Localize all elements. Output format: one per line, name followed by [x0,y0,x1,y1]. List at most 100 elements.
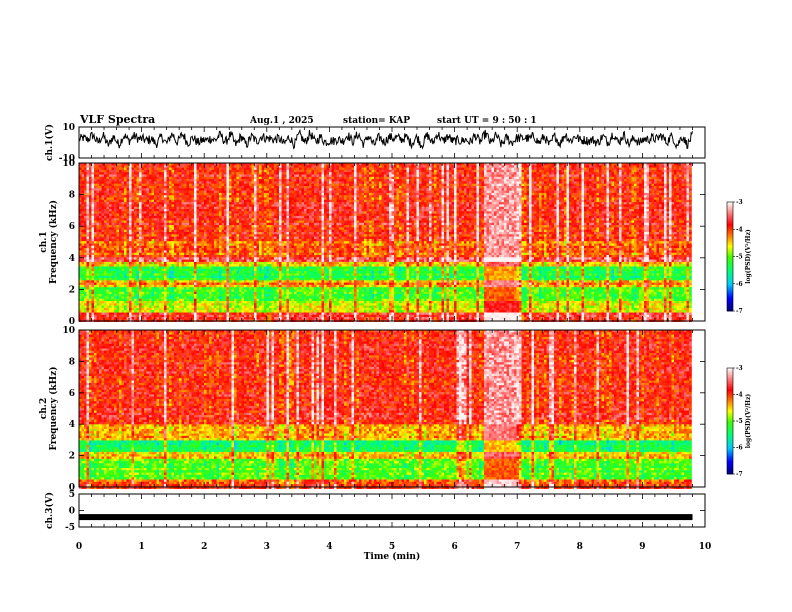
ch1-spectrogram-cell [149,174,152,178]
ch1-spectrogram-cell [464,190,467,194]
ch1-spectrogram-cell [121,174,127,178]
ch1-spectrogram-cell [471,172,475,175]
ch1-spectrogram-cell [679,179,682,182]
ch1-spectrogram-cell [136,181,140,184]
ch1-spectrogram-cell [126,188,130,191]
ch1-spectrogram-cell [591,188,595,191]
ch1-spectrogram-cell [451,197,455,201]
ch1-spectrogram-cell [659,195,662,198]
ch1-spectrogram-cell [531,192,535,196]
ch1-spectrogram-cell [109,188,112,191]
ch1-spectrogram-cell [226,186,230,189]
ch1-spectrogram-cell [549,181,552,184]
ch1-spectrogram-cell [204,190,207,194]
ch1-spectrogram-cell [314,195,317,198]
ch1-spectrogram-cell [241,169,245,173]
ch1-spectrogram-cell [129,186,132,189]
ch1-spectrogram-cell [281,179,285,182]
ch1-spectrogram-cell [534,199,537,203]
ch1-spectrogram-cell [106,192,110,196]
ch1-spectrogram-cell [246,199,250,203]
ch1-spectrogram-cell [414,179,417,182]
ch1-spectrogram-cell [279,167,282,171]
ch1-spectrogram-cell [529,181,532,184]
ch1-spectrogram-cell [446,179,450,182]
ch1-spectrogram-cell [686,204,690,207]
ch1-spectrogram-cell [614,176,617,180]
ch1-spectrogram-cell [441,202,445,205]
ch1-spectrogram-cell [336,197,340,201]
ch1-spectrogram-cell [624,179,627,182]
ch1-spectrogram-cell [189,163,192,166]
ch1-spectrogram-cell [371,188,375,191]
ch1-spectrogram-cell [96,197,100,201]
ch1-spectrogram-cell [144,172,147,175]
ch1-spectrogram-cell [219,169,222,173]
ch1-spectrogram-cell [286,206,290,210]
ch1-spectrogram-cell [374,179,377,182]
ch1-spectrogram-cell [634,188,637,191]
ch1-spectrogram-cell [134,195,137,198]
ch1-spectrogram-cell [344,186,347,189]
ch1-spectrogram-cell [224,169,227,173]
ch1-spectrogram-cell [466,174,470,178]
ch1-spectrogram-cell [286,197,290,201]
ch1-spectrogram-cell [556,176,560,180]
ch1-spectrogram-cell [569,181,572,184]
ch1-spectrogram-cell [621,167,625,171]
ch1-spectrogram-cell [219,183,222,187]
ch1-spectrogram-cell [214,186,217,189]
ch1-spectrogram-cell [284,183,287,187]
ch1-spectrogram-cell [189,176,192,180]
ch1-spectrogram-cell [571,176,575,180]
ch1-spectrogram-cell [121,176,125,180]
ch1-spectrogram-cell [344,190,347,194]
ch1-spectrogram-cell [641,195,645,198]
ch1-spectrogram-cell [146,186,150,189]
ch1-spectrogram-cell [416,167,420,171]
ch1-spectrogram-cell [241,183,245,187]
ch1-spectrogram-cell [166,186,170,189]
ch1-spectrogram-cell [636,199,640,203]
ch1-spectrogram-cell [86,174,90,178]
ch1-spectrogram-cell [214,172,217,175]
ch1-spectrogram-cell [81,167,85,171]
ch1-spectrogram-cell [176,186,180,189]
ch1-spectrogram-cell [584,163,587,166]
ch1-spectrogram-cell [471,190,475,194]
ch1-spectrogram-cell [651,206,655,210]
ch1-spectrogram-cell [319,186,322,189]
ch1-spectrogram-cell [351,188,355,191]
ch1-spectrogram-cell [631,190,635,194]
ch1-spectrogram-cell [164,172,167,175]
ch1-spectrogram-cell [229,176,232,180]
ch1-spectrogram-cell [676,179,680,182]
ch1-spectrogram-cell [629,167,632,171]
ch1-spectrogram-cell [636,204,640,207]
ch1-spectrogram-cell [441,176,445,180]
ch1-spectrogram-cell [516,188,522,191]
ch1-spectrogram-cell [459,179,462,182]
ch1-spectrogram-cell [434,195,437,198]
ch1-spectrogram-cell [286,202,290,205]
ch1-spectrogram-cell [96,188,100,191]
ch1-spectrogram-cell [449,199,452,203]
ch1-spectrogram-cell [124,195,127,198]
ch1-spectrogram-cell [451,179,455,182]
ch1-spectrogram-cell [689,188,692,191]
ch1-spectrogram-cell [674,172,677,175]
ch1-spectrogram-cell [136,190,140,194]
ch1-spectrogram-cell [444,199,447,203]
ch1-spectrogram-cell [651,172,655,175]
ch1-spectrogram-cell [359,199,362,203]
ch1-spectrogram-cell [211,202,215,205]
ch1-spectrogram-cell [296,174,300,178]
ch1-spectrogram-cell [414,197,417,201]
ch1-spectrogram-cell [171,181,175,184]
ch1-spectrogram-cell [349,204,352,207]
ch1-spectrogram-cell [249,181,252,184]
ch1-spectrogram-cell [499,197,502,201]
ch1-spectrogram-cell [444,172,447,175]
ch1-spectrogram-cell [574,183,577,187]
ch1-spectrogram-cell [396,206,400,210]
